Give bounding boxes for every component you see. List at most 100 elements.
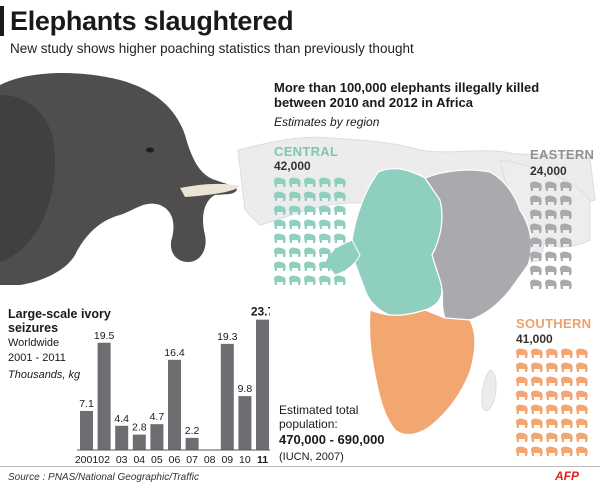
eastern-elephant-icon xyxy=(560,265,572,275)
southern-elephant-icons xyxy=(516,348,588,456)
bar-value-label: 23.7 xyxy=(251,305,270,319)
bar-value-label: 19.3 xyxy=(217,331,238,343)
southern-elephant-icon xyxy=(576,432,588,442)
southern-elephant-icon xyxy=(516,348,528,358)
elephant-ear xyxy=(0,95,56,262)
eastern-elephant-icons xyxy=(530,181,572,289)
southern-elephant-icon xyxy=(561,432,573,442)
southern-elephant-icon xyxy=(576,446,588,456)
southern-elephant-icon xyxy=(561,376,573,386)
southern-elephant-icon xyxy=(546,418,558,428)
x-tick-label: 07 xyxy=(186,454,198,466)
bar-2001 xyxy=(80,410,93,450)
central-elephant-icon xyxy=(334,205,346,215)
bar-value-label: 2.8 xyxy=(132,422,147,434)
eastern-elephant-icon xyxy=(545,265,557,275)
central-elephant-icon xyxy=(334,247,346,257)
central-elephant-icon xyxy=(319,247,331,257)
central-elephant-icon xyxy=(319,205,331,215)
central-elephant-icon xyxy=(304,275,316,285)
central-elephant-icon xyxy=(304,219,316,229)
eastern-elephant-icon xyxy=(560,279,572,289)
elephant-illustration xyxy=(0,73,240,286)
southern-elephant-icon xyxy=(546,376,558,386)
bar-06 xyxy=(168,359,181,450)
madagascar-shape xyxy=(481,369,497,412)
southern-elephant-icon xyxy=(561,446,573,456)
central-elephant-icon xyxy=(289,247,301,257)
central-elephant-icon xyxy=(319,233,331,243)
map-headline: More than 100,000 elephants illegally ki… xyxy=(274,80,540,110)
southern-elephant-icon xyxy=(546,348,558,358)
bar-04 xyxy=(132,434,146,450)
footer-rule xyxy=(0,466,600,467)
southern-elephant-icon xyxy=(531,390,543,400)
southern-elephant-icon xyxy=(546,404,558,414)
central-elephant-icon xyxy=(274,191,286,201)
central-elephant-icon xyxy=(319,261,331,271)
central-elephant-icon xyxy=(334,177,346,187)
eastern-elephant-icon xyxy=(530,209,542,219)
central-elephant-icon xyxy=(289,191,301,201)
southern-elephant-icon xyxy=(576,404,588,414)
chart-subtitle-region: Worldwide xyxy=(8,337,60,349)
eastern-elephant-icon xyxy=(560,195,572,205)
eastern-region-value: 24,000 xyxy=(530,164,567,178)
x-tick-label: 11 xyxy=(257,454,268,466)
central-region-name: CENTRAL xyxy=(274,144,339,159)
bar-value-label: 9.8 xyxy=(238,383,253,395)
central-elephant-icon xyxy=(289,177,301,187)
central-region-value: 42,000 xyxy=(274,159,311,173)
eastern-elephant-icon xyxy=(560,181,572,191)
title-accent-rule xyxy=(0,6,4,36)
source-note: Source : PNAS/National Geographic/Traffi… xyxy=(8,472,200,483)
central-elephant-icons xyxy=(274,177,346,285)
eastern-elephant-icon xyxy=(530,251,542,261)
central-elephant-icon xyxy=(334,275,346,285)
southern-elephant-icon xyxy=(561,418,573,428)
chart-unit: Thousands, kg xyxy=(8,369,81,381)
x-tick-label: 05 xyxy=(151,454,163,466)
southern-elephant-icon xyxy=(546,390,558,400)
elephant-head xyxy=(0,73,237,286)
central-elephant-icon xyxy=(274,205,286,215)
southern-elephant-icon xyxy=(531,376,543,386)
southern-elephant-icon xyxy=(576,362,588,372)
eastern-elephant-icon xyxy=(530,265,542,275)
southern-elephant-icon xyxy=(561,348,573,358)
central-elephant-icon xyxy=(319,219,331,229)
southern-elephant-icon xyxy=(516,362,528,372)
x-tick-label: 09 xyxy=(221,454,233,466)
afp-logo-text: AFP xyxy=(555,469,579,483)
central-elephant-icon xyxy=(304,233,316,243)
central-elephant-icon xyxy=(334,191,346,201)
central-elephant-icon xyxy=(304,261,316,271)
bar-10 xyxy=(238,396,252,450)
central-elephant-icon xyxy=(319,275,331,285)
central-elephant-icon xyxy=(334,261,346,271)
page-subtitle: New study shows higher poaching statisti… xyxy=(10,41,414,56)
central-elephant-icon xyxy=(334,219,346,229)
bar-value-label: 2.2 xyxy=(185,425,200,437)
eastern-elephant-icon xyxy=(530,181,542,191)
southern-elephant-icon xyxy=(576,348,588,358)
eastern-elephant-icon xyxy=(530,237,542,247)
central-elephant-icon xyxy=(304,177,316,187)
eastern-africa-region xyxy=(424,169,532,321)
eastern-elephant-icon xyxy=(560,209,572,219)
elephant-eye xyxy=(146,147,154,153)
eastern-elephant-icon xyxy=(545,279,557,289)
eastern-elephant-icon xyxy=(545,223,557,233)
southern-elephant-icon xyxy=(546,432,558,442)
southern-africa-region xyxy=(368,309,476,436)
central-elephant-icon xyxy=(289,219,301,229)
southern-elephant-icon xyxy=(516,432,528,442)
southern-elephant-icon xyxy=(531,446,543,456)
southern-region-name: SOUTHERN xyxy=(516,316,592,331)
eastern-elephant-icon xyxy=(530,223,542,233)
central-elephant-icon xyxy=(334,233,346,243)
x-tick-label: 03 xyxy=(116,454,128,466)
population-label: Estimated total population: xyxy=(279,403,359,431)
southern-elephant-icon xyxy=(531,348,543,358)
